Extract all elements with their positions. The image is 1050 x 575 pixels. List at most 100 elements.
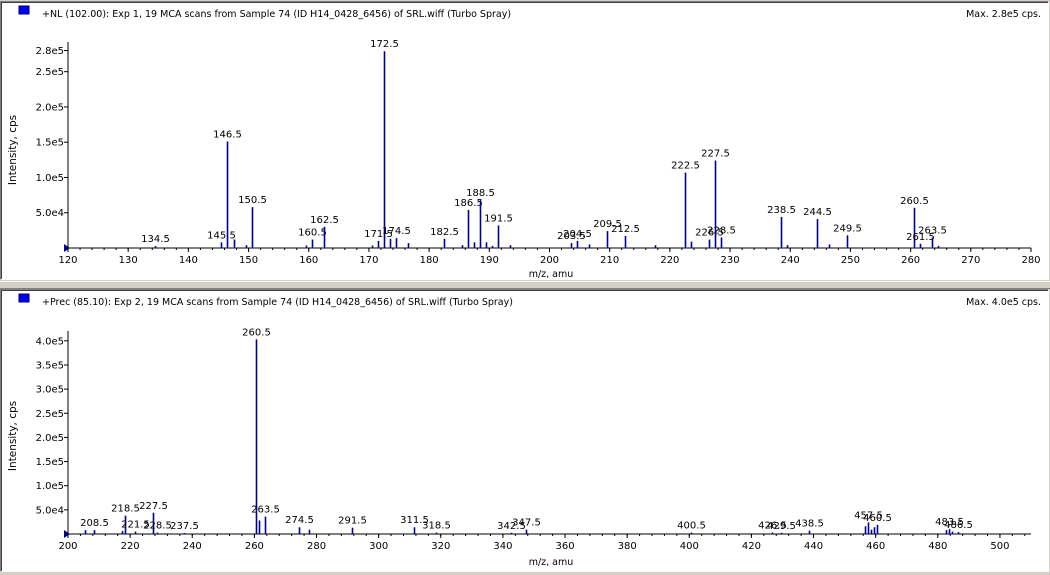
peak-label: 438.5 [795,519,824,530]
peak-label: 228.5 [707,225,736,236]
peak-label: 237.5 [170,521,199,532]
baseline-marker-icon[interactable] [64,244,70,252]
x-tick-label: 240 [781,255,800,266]
peak-label: 222.5 [671,161,700,172]
y-tick-label: 1.0e5 [36,173,64,184]
peak-label: 150.5 [238,195,267,206]
peak-label: 182.5 [430,227,459,238]
x-tick-label: 280 [1021,255,1040,266]
peak-label: 483.5 [935,517,964,528]
x-tick-label: 140 [179,255,198,266]
x-tick-label: 460 [866,541,885,552]
peak-label: 228.5 [143,521,172,532]
x-tick-label: 230 [721,255,740,266]
x-tick-label: 160 [299,255,318,266]
y-tick-label: 3.0e5 [36,385,64,396]
x-tick-label: 130 [119,255,138,266]
peak-label: 460.5 [863,513,892,524]
peak-label: 486.5 [944,520,973,531]
y-tick-label: 2.0e5 [36,433,64,444]
peak-label: 160.5 [298,228,327,239]
x-tick-label: 260 [901,255,920,266]
x-tick-label: 440 [804,541,823,552]
peak-label: 274.5 [285,515,314,526]
series-color-swatch[interactable] [18,293,30,303]
y-axis-label: Intensity, cps [7,115,19,185]
x-tick-label: 150 [239,255,258,266]
y-tick-label: 1.5e5 [36,457,64,468]
x-tick-label: 270 [961,255,980,266]
peak-label: 244.5 [803,207,832,218]
peak-label: 171.5 [364,229,393,240]
chart-title: +Prec (85.10): Exp 2, 19 MCA scans from … [42,297,513,308]
peak-label: 208.5 [80,518,109,529]
peak-label: 260.5 [242,327,271,338]
x-tick-label: 260 [245,541,264,552]
peak-label: 212.5 [611,224,640,235]
y-tick-label: 2.8e5 [36,46,64,57]
x-tick-label: 420 [742,541,761,552]
series-color-swatch[interactable] [18,5,30,15]
x-tick-label: 190 [480,255,499,266]
peak-label: 238.5 [767,205,796,216]
peak-label: 188.5 [466,188,495,199]
peak-label: 227.5 [701,149,730,160]
x-tick-label: 240 [183,541,202,552]
peak-label: 227.5 [139,501,168,512]
x-tick-label: 180 [420,255,439,266]
x-tick-label: 220 [660,255,679,266]
x-tick-label: 320 [431,541,450,552]
panel-splitter[interactable] [0,281,1050,289]
x-tick-label: 360 [555,541,574,552]
peak-label: 263.5 [251,505,280,516]
peak-label: 400.5 [677,521,706,532]
peak-label: 186.5 [454,198,483,209]
baseline-marker-icon[interactable] [64,530,70,538]
x-axis-label: m/z, amu [529,557,574,568]
y-tick-label: 5.0e4 [36,505,64,516]
x-tick-label: 340 [493,541,512,552]
x-tick-label: 170 [359,255,378,266]
peak-label: 218.5 [111,504,140,515]
peak-label: 342.5 [497,521,526,532]
x-tick-label: 400 [680,541,699,552]
peak-label: 209.5 [593,219,622,230]
y-tick-label: 4.0e5 [36,336,64,347]
max-intensity-label: Max. 4.0e5 cps. [966,297,1041,308]
x-tick-label: 120 [58,255,77,266]
spectrum-chart-prec: +Prec (85.10): Exp 2, 19 MCA scans from … [7,293,1041,568]
y-tick-label: 1.0e5 [36,481,64,492]
x-tick-label: 300 [369,541,388,552]
max-intensity-label: Max. 2.8e5 cps. [966,9,1041,20]
peak-label: 191.5 [484,213,513,224]
x-tick-label: 480 [928,541,947,552]
x-tick-label: 280 [307,541,326,552]
peak-label: 174.5 [382,226,411,237]
x-tick-label: 200 [58,541,77,552]
spectrum-chart-nl: +NL (102.00): Exp 1, 19 MCA scans from S… [7,5,1041,280]
x-tick-label: 220 [121,541,140,552]
x-tick-label: 210 [600,255,619,266]
x-tick-label: 380 [618,541,637,552]
y-tick-label: 3.5e5 [36,360,64,371]
peak-label: 347.5 [512,518,541,529]
spectrum-panel-nl: +NL (102.00): Exp 1, 19 MCA scans from S… [0,1,1049,280]
y-axis-label: Intensity, cps [7,401,19,471]
peak-label: 261.5 [906,232,935,243]
y-tick-label: 2.5e5 [36,409,64,420]
peak-label: 263.5 [918,225,947,236]
chart-title: +NL (102.00): Exp 1, 19 MCA scans from S… [42,9,511,20]
peak-label: 221.5 [121,520,150,531]
peak-label: 426.5 [758,521,787,532]
y-tick-label: 5.0e4 [36,208,64,219]
y-tick-label: 2.5e5 [36,67,64,78]
x-tick-label: 500 [990,541,1009,552]
peak-label: 429.5 [767,521,796,532]
y-tick-label: 1.5e5 [36,138,64,149]
peak-label: 249.5 [833,223,862,234]
peak-label: 311.5 [400,515,429,526]
peak-label: 204.5 [563,229,592,240]
peak-label: 146.5 [213,130,242,141]
spectrum-panel-prec: +Prec (85.10): Exp 2, 19 MCA scans from … [0,289,1049,572]
x-tick-label: 250 [841,255,860,266]
